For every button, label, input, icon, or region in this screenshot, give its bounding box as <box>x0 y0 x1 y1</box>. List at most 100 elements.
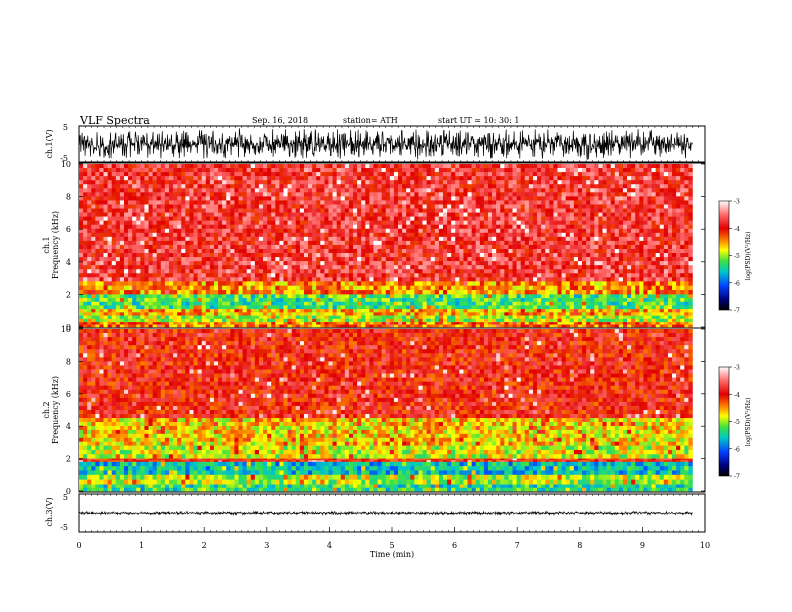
ch1-spectrogram-cell <box>107 164 113 169</box>
ch1-spectrogram-cell <box>348 224 354 230</box>
ch1-spectrogram-cell <box>389 261 395 266</box>
ch1-spectrogram-cell <box>201 216 207 221</box>
ch1-spectrogram-cell <box>193 240 198 246</box>
ch1-spectrogram-cell <box>185 216 190 221</box>
ch1-spectrogram-cell <box>667 232 673 238</box>
ch1-spectrogram-cell <box>373 224 378 230</box>
ch1-spectrogram-cell <box>553 285 558 291</box>
ch1-spectrogram-cell <box>639 192 644 197</box>
ch1-spectrogram-cell <box>303 180 309 185</box>
ch1-spectrogram-cell <box>348 273 354 278</box>
ch1-spectrogram-cell <box>545 176 550 181</box>
ch1-spectrogram-cell <box>275 281 280 287</box>
ch1-spectrogram-cell <box>173 228 178 234</box>
ch1-spectrogram-cell <box>254 265 260 270</box>
ch1-spectrogram-cell <box>598 240 603 246</box>
ch1-spectrogram-cell <box>357 294 362 299</box>
ch1-spectrogram-cell <box>614 285 620 291</box>
ch1-spectrogram-cell <box>263 168 268 173</box>
ch1-spectrogram-cell <box>193 248 198 254</box>
ch1-spectrogram-cell <box>402 208 407 213</box>
ch1-spectrogram-cell <box>553 220 558 226</box>
ch1-spectrogram-cell <box>451 212 456 217</box>
ch1-spectrogram-cell <box>504 236 509 242</box>
ch1-spectrogram-cell <box>398 212 403 217</box>
ch1-spectrogram-cell <box>447 204 452 209</box>
ch1-spectrogram-cell <box>173 281 178 287</box>
ch1-spectrogram-cell <box>443 168 448 173</box>
ch1-spectrogram-cell <box>369 236 374 242</box>
ch1-spectrogram-cell <box>140 253 145 258</box>
ch1-spectrogram-cell <box>393 172 399 177</box>
ch1-spectrogram-cell <box>631 232 636 238</box>
ch1-spectrogram-cell <box>95 184 100 189</box>
ch1-spectrogram-cell <box>545 277 550 282</box>
ch1-spectrogram-cell <box>565 236 571 242</box>
ch1-spectrogram-cell <box>418 248 423 254</box>
ch1-spectrogram-cell <box>643 212 648 217</box>
ch1-spectrogram-cell <box>475 257 481 262</box>
ch1-spectrogram-cell <box>250 232 256 238</box>
ch1-spectrogram-cell <box>398 196 403 201</box>
ch1-spectrogram-cell <box>205 236 211 242</box>
ch1-spectrogram-cell <box>103 273 108 278</box>
ch1-spectrogram-cell <box>254 164 260 169</box>
ch1-spectrogram-cell <box>680 192 685 197</box>
ch1-spectrogram-cell <box>680 172 685 177</box>
ch1-spectrogram-cell <box>688 261 693 266</box>
ch1-spectrogram-cell <box>643 240 648 246</box>
ch1-spectrogram-cell <box>598 184 603 189</box>
ch1-spectrogram-cell <box>643 253 648 258</box>
ch1-spectrogram-cell <box>287 277 292 282</box>
ch1-spectrogram-cell <box>103 285 108 291</box>
ch1-spectrogram-cell <box>672 196 677 201</box>
ch1-spectrogram-cell <box>115 204 121 209</box>
ch1-spectrogram-cell <box>308 172 313 177</box>
ch1-spectrogram-cell <box>422 204 427 209</box>
ch1-spectrogram-cell <box>663 220 669 226</box>
ch1-spectrogram-cell <box>569 236 575 242</box>
ch1-spectrogram-cell <box>283 164 288 169</box>
ch1-spectrogram-cell <box>684 216 689 221</box>
ch1-spectrogram-cell <box>561 168 566 173</box>
ch1-spectrogram-cell <box>541 240 546 246</box>
ch1-spectrogram-cell <box>451 176 456 181</box>
ch1-spectrogram-cell <box>471 164 477 169</box>
ch1-spectrogram-cell <box>516 200 522 205</box>
ch1-spectrogram-cell <box>398 176 403 181</box>
ch1-spectrogram-cell <box>238 164 243 169</box>
ch1-spectrogram-cell <box>324 269 329 274</box>
ch1-spectrogram-cell <box>119 244 125 250</box>
ch1-spectrogram-cell <box>230 273 235 278</box>
ch1-spectrogram-cell <box>492 184 497 189</box>
ch1-spectrogram-cell <box>312 168 317 173</box>
ch1-spectrogram-cell <box>463 261 468 266</box>
ch1-spectrogram-cell <box>430 196 436 201</box>
ch1-spectrogram-cell <box>549 176 554 181</box>
ch1-spectrogram-cell <box>406 269 411 274</box>
ch1-spectrogram-cell <box>676 261 681 266</box>
ch1-spectrogram-cell <box>177 273 182 278</box>
ch1-spectrogram-cell <box>520 184 526 189</box>
ch1-spectrogram-cell <box>357 184 362 189</box>
ch1-spectrogram-cell <box>512 204 517 209</box>
ch1-spectrogram-cell <box>659 285 665 291</box>
ch1-spectrogram-cell <box>132 269 137 274</box>
ch1-spectrogram-cell <box>443 224 448 230</box>
ch1-spectrogram-cell <box>373 277 378 282</box>
ch1-spectrogram-cell <box>222 172 227 177</box>
ch1-spectrogram-cell <box>91 168 96 173</box>
ch1-spectrogram-cell <box>197 184 202 189</box>
ch1-spectrogram-cell <box>676 176 681 181</box>
ch1-spectrogram-cell <box>434 253 440 258</box>
ch1-spectrogram-cell <box>295 184 301 189</box>
ch1-spectrogram-cell <box>242 290 247 295</box>
ch1-spectrogram-cell <box>111 236 117 242</box>
ch1-spectrogram-cell <box>144 168 149 173</box>
ch1-spectrogram-cell <box>144 216 149 221</box>
ch1-spectrogram-cell <box>418 294 423 299</box>
ch1-spectrogram-cell <box>586 176 591 181</box>
ch1-spectrogram-cell <box>639 220 644 226</box>
ch1-spectrogram-cell <box>541 277 546 282</box>
ch1-spectrogram-cell <box>483 236 489 242</box>
